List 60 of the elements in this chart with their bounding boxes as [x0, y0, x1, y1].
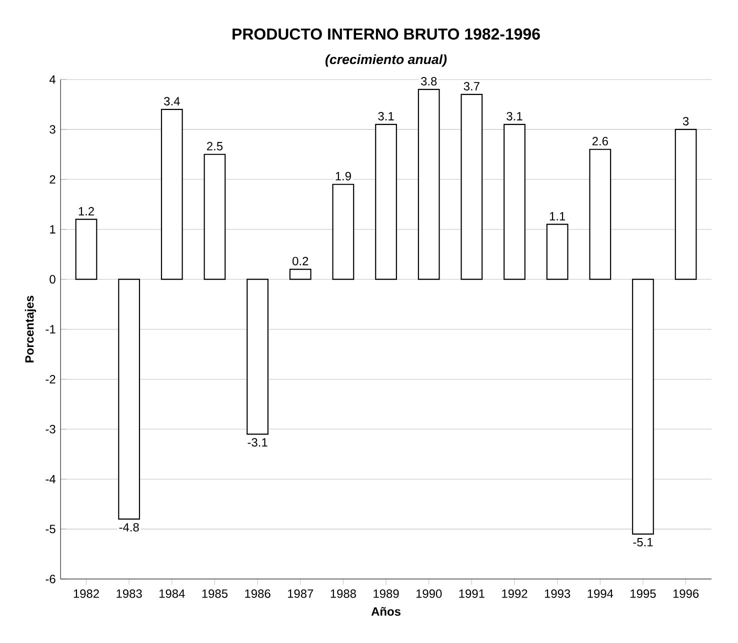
- y-tick-label: 2: [50, 175, 56, 184]
- bar: [246, 278, 268, 435]
- data-label: 3.1: [378, 112, 394, 120]
- bar: [160, 108, 183, 280]
- y-tick-label: 0: [50, 274, 56, 284]
- x-tick-label: 1988: [330, 589, 356, 598]
- x-tick-label: 1987: [288, 589, 314, 598]
- y-tick-label: -5: [46, 524, 56, 534]
- x-tick-label: 1995: [630, 589, 656, 598]
- chart-title: PRODUCTO INTERNO BRUTO 1982-1996: [232, 28, 540, 40]
- bar: [632, 278, 654, 534]
- bar: [118, 278, 140, 520]
- x-tick-label: 1991: [459, 589, 484, 598]
- bar: [289, 268, 312, 280]
- bar: [674, 128, 697, 280]
- x-tick-label: 1996: [673, 589, 699, 598]
- y-tick-label: -2: [46, 374, 56, 384]
- data-label: 3.7: [464, 82, 480, 90]
- x-tick-label: 1985: [202, 589, 228, 598]
- bar: [375, 124, 397, 280]
- data-label: -5.1: [633, 538, 653, 546]
- data-label: 0.2: [292, 256, 308, 266]
- data-label: 3.1: [506, 112, 522, 120]
- bar: [460, 94, 483, 280]
- y-tick-label: 4: [49, 75, 56, 84]
- data-label: -3.1: [248, 438, 268, 446]
- bar: [204, 154, 226, 280]
- data-label: 1.1: [550, 212, 566, 220]
- x-tick-label: 1982: [74, 589, 99, 598]
- y-tick-label: 3: [50, 124, 56, 134]
- y-tick-label: -4: [46, 474, 56, 484]
- chart-subtitle: (crecimiento anual): [326, 54, 447, 67]
- data-label: 1.2: [78, 206, 94, 216]
- y-tick-label: -6: [46, 574, 56, 584]
- y-tick-label: 1: [50, 225, 56, 234]
- data-label: -4.8: [119, 522, 139, 532]
- bar: [75, 218, 98, 280]
- x-tick-label: 1986: [245, 589, 270, 598]
- bar: [418, 88, 440, 280]
- x-tick-label: 1984: [160, 589, 185, 598]
- x-tick-label: 1990: [416, 589, 442, 598]
- x-tick-label: 1994: [588, 589, 614, 598]
- y-tick-label: -1: [46, 324, 56, 334]
- x-tick-label: 1989: [374, 589, 399, 598]
- bar: [332, 184, 354, 280]
- data-label: 3.4: [164, 96, 180, 106]
- x-axis-title: Años: [371, 606, 401, 616]
- data-label: 1.9: [336, 172, 351, 180]
- bar: [589, 148, 612, 280]
- y-tick-label: -3: [46, 424, 56, 434]
- data-label: 3.8: [420, 76, 437, 86]
- x-tick-label: 1992: [502, 589, 528, 598]
- x-tick-label: 1993: [544, 589, 570, 598]
- x-tick-label: 1983: [116, 589, 142, 598]
- data-label: 2.5: [207, 142, 223, 150]
- y-axis-title: Porcentajes: [24, 296, 36, 362]
- data-label: 3: [682, 116, 689, 126]
- data-label: 2.6: [592, 136, 608, 146]
- bar: [504, 124, 526, 280]
- bar: [546, 224, 568, 280]
